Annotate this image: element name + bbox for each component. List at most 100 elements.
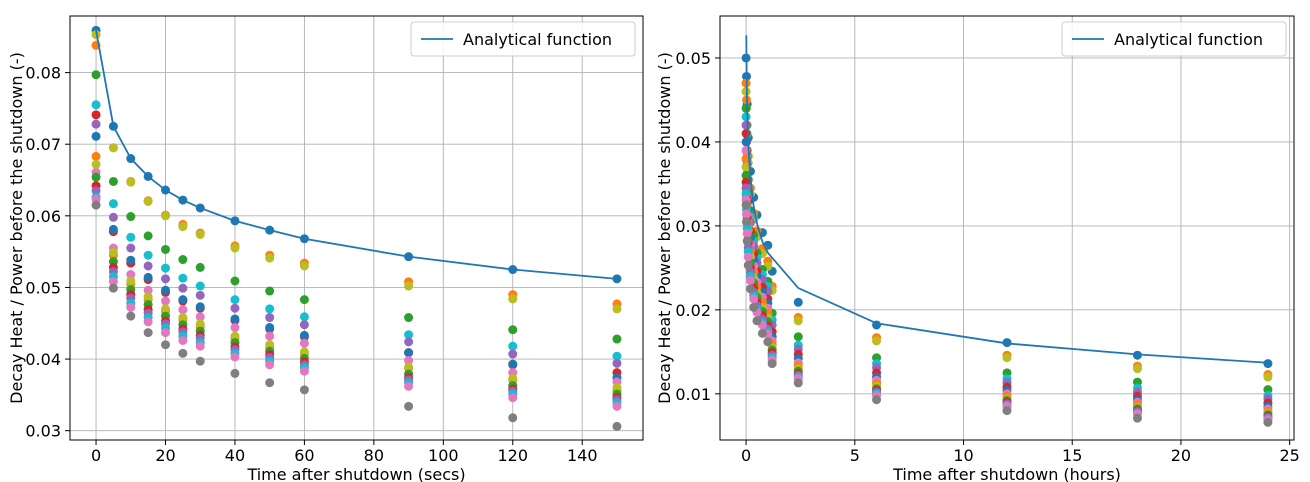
scatter-point [741, 200, 751, 210]
x-tick-label: 100 [428, 446, 459, 465]
scatter-point [161, 304, 170, 314]
scatter-point [195, 341, 205, 351]
scatter-point [91, 131, 101, 141]
y-tick-label: 0.04 [25, 350, 61, 369]
scatter-point [612, 334, 622, 344]
scatter-point [749, 294, 759, 304]
x-axis-label: Time after shutdown (secs) [246, 465, 465, 482]
scatter-point [126, 276, 136, 286]
scatter-point [143, 231, 153, 241]
scatter-point [230, 243, 240, 253]
scatter-series-11 [91, 172, 622, 399]
scatter-point [404, 356, 414, 365]
scatter-point [404, 348, 414, 358]
y-tick-label: 0.06 [25, 207, 61, 226]
scatter-point [299, 320, 309, 330]
scatter-point [178, 255, 188, 265]
scatter-point [612, 358, 622, 368]
x-axis-label: Time after shutdown (hours) [892, 465, 1121, 482]
axes-frame [69, 15, 644, 441]
scatter-point [230, 331, 240, 341]
scatter-point [508, 341, 518, 351]
scatter-point [265, 360, 275, 370]
scatter-point [195, 262, 205, 272]
scatter-series-2 [741, 87, 1273, 382]
scatter-point [178, 222, 188, 232]
scatter-point [752, 316, 762, 326]
scatter-point [195, 312, 205, 322]
scatter-point [178, 335, 188, 345]
scatter-point [195, 281, 205, 291]
analytical-function-line [95, 30, 618, 280]
scatter-point [161, 328, 170, 338]
scatter-point [230, 323, 240, 333]
scatter-series-13 [91, 186, 622, 405]
scatter-point [178, 313, 188, 323]
scatter-point [265, 313, 275, 323]
scatter-point [230, 276, 240, 286]
scatter-point [404, 330, 414, 340]
scatter-series-10 [91, 159, 622, 393]
scatter-point [404, 281, 414, 291]
scatter-point [91, 151, 101, 161]
y-tick-label: 0.03 [675, 217, 711, 236]
scatter-point [741, 112, 751, 122]
panel-left: 0 20 40 60 80 100 120 140 0.03 0.04 0.05 0.06 0.07 0.… [7, 15, 644, 482]
scatter-point [161, 244, 170, 254]
scatter-point [612, 401, 622, 411]
scatter-point [741, 120, 751, 130]
x-tick-label: 0 [91, 446, 101, 465]
scatter-point [91, 172, 101, 182]
scatter-point [230, 368, 240, 378]
scatter-point [1002, 353, 1012, 363]
scatter-point [178, 295, 188, 305]
scatter-point [508, 294, 518, 304]
scatter-point [108, 247, 118, 257]
scatter-point [265, 253, 275, 263]
scatter-point [741, 171, 751, 181]
scatter-point [757, 328, 767, 338]
analytical-function-line [745, 35, 1268, 364]
scatter-point [161, 296, 170, 306]
scatter-series-2 [91, 30, 622, 314]
scatter-series-5 [91, 119, 622, 368]
data-layer [741, 35, 1273, 427]
scatter-point [1263, 372, 1273, 382]
scatter-point [230, 303, 240, 313]
panel-right: 0 5 10 15 20 25 0.01 0.02 0.03 0.04 0.05 Time after… [655, 15, 1300, 482]
scatter-point [299, 261, 309, 271]
scatter-point [508, 413, 518, 423]
scatter-point [143, 285, 153, 295]
legend-box [1061, 21, 1287, 57]
scatter-series-8 [91, 167, 622, 387]
scatter-point [265, 286, 275, 296]
scatter-point [745, 284, 755, 294]
scatter-point [742, 236, 752, 246]
scatter-series-0 [91, 25, 622, 284]
scatter-series-0 [741, 53, 1273, 369]
scatter-point [91, 110, 101, 120]
x-tick-label: 140 [567, 446, 598, 465]
scatter-point [872, 395, 882, 405]
scatter-point [230, 352, 240, 362]
scatter-point [612, 351, 622, 361]
scatter-point [763, 337, 773, 347]
scatter-point [126, 311, 136, 321]
scatter-point [743, 252, 753, 262]
scatter-point [126, 177, 136, 187]
scatter-point [612, 421, 622, 431]
scatter-point [143, 272, 153, 282]
scatter-point [749, 302, 759, 312]
scatter-point [178, 273, 188, 283]
scatter-point [404, 362, 414, 372]
scatter-point [872, 336, 882, 346]
scatter-point [508, 373, 518, 383]
scatter-point [299, 312, 309, 322]
y-axis-label: Decay Heat / Power before the shutdown (… [655, 52, 674, 404]
scatter-point [126, 243, 136, 253]
scatter-point [299, 366, 309, 376]
scatter-point [108, 224, 118, 234]
legend: Analytical function [410, 21, 636, 57]
scatter-point [793, 316, 803, 326]
